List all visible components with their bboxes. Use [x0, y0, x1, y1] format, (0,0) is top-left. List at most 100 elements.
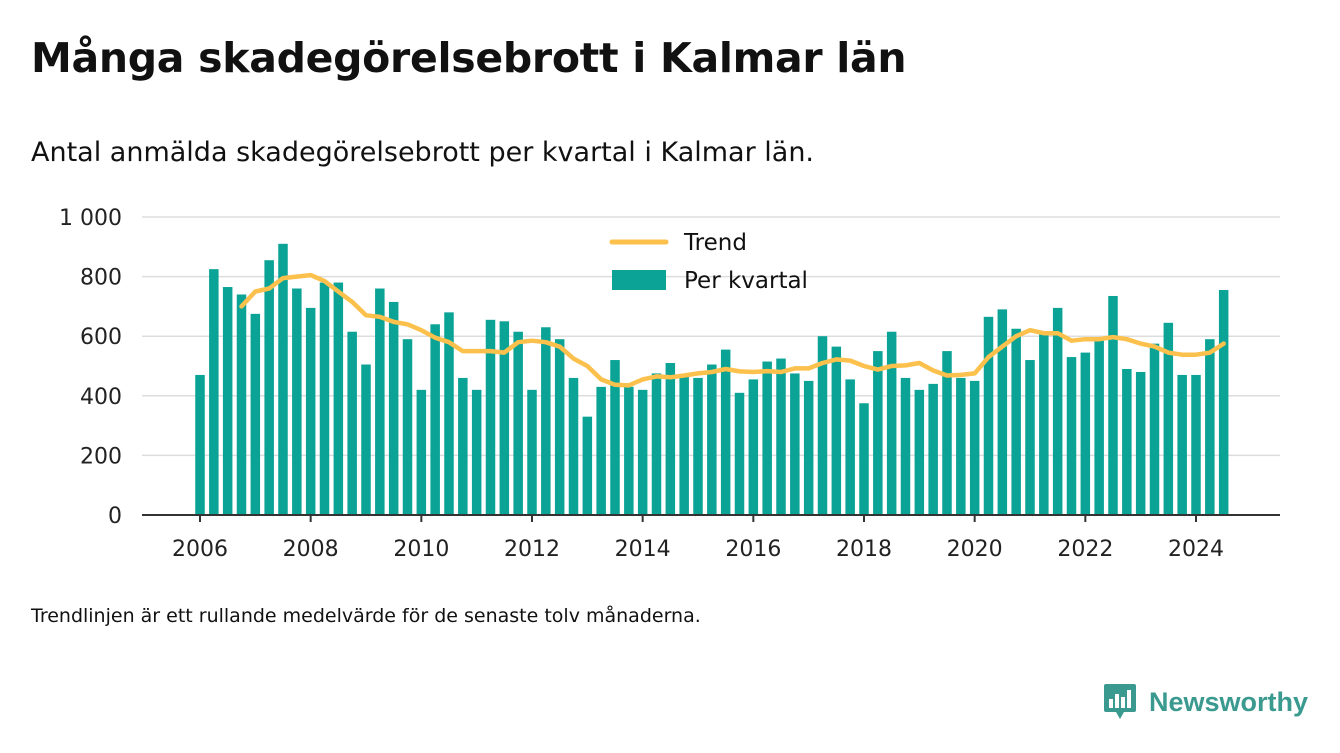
bar — [762, 361, 772, 515]
bar — [679, 374, 689, 515]
y-tick-label: 0 — [108, 504, 122, 529]
x-tick-label: 2016 — [725, 537, 781, 562]
bar — [596, 386, 606, 515]
y-tick-label: 800 — [80, 266, 122, 291]
bar — [1025, 360, 1035, 515]
bar — [707, 364, 717, 515]
x-axis: 2006 2008 2010 2012 2014 2016 2018 2020 2022 2024 — [142, 514, 1280, 562]
bar — [928, 383, 938, 515]
x-tick-label: 2010 — [393, 537, 449, 562]
bar — [665, 363, 676, 515]
bar — [1066, 357, 1077, 515]
bar — [430, 324, 440, 515]
legend-bar-label: Per kvartal — [684, 268, 808, 294]
y-axis-tick-labels: 1 000 800 600 400 200 0 — [59, 206, 122, 529]
y-tick-label: 600 — [80, 325, 122, 350]
x-tick-label: 2022 — [1057, 537, 1113, 562]
x-tick-label: 2018 — [836, 537, 892, 562]
bar-series-per-kvartal — [195, 243, 1229, 515]
bar — [1108, 295, 1118, 515]
bar — [582, 416, 593, 515]
bar — [637, 389, 648, 515]
legend: Trend Per kvartal — [609, 230, 808, 294]
bar — [1039, 333, 1049, 515]
y-tick-label: 200 — [80, 444, 122, 469]
bar — [1163, 322, 1174, 515]
bar — [527, 389, 537, 515]
bar — [1011, 328, 1021, 515]
y-tick-label: 1 000 — [59, 206, 122, 231]
bar — [1052, 307, 1063, 515]
bar — [651, 373, 662, 515]
bar — [292, 288, 302, 515]
bar — [347, 331, 357, 515]
legend-trend-label: Trend — [683, 230, 747, 256]
bar — [499, 321, 510, 515]
x-tick-label: 2024 — [1168, 537, 1224, 562]
bar — [541, 327, 551, 515]
x-tick-label: 2020 — [947, 537, 1003, 562]
chart-title: Många skadegörelsebrott i Kalmar län — [31, 34, 907, 82]
bar — [375, 288, 385, 515]
bar — [831, 346, 842, 515]
bar — [1080, 352, 1091, 515]
footnote: Trendlinjen är ett rullande medelvärde f… — [31, 605, 701, 627]
bar — [969, 380, 980, 515]
bar — [278, 243, 288, 515]
bar — [1218, 290, 1229, 515]
bar — [402, 339, 413, 515]
bar — [554, 339, 565, 515]
bar — [693, 377, 703, 515]
bar — [790, 373, 800, 515]
bar — [983, 316, 994, 515]
brand-name: Newsworthy — [1149, 686, 1309, 717]
x-tick-label: 2008 — [283, 537, 339, 562]
bar — [776, 358, 786, 515]
bar — [444, 312, 454, 515]
bar — [859, 403, 869, 515]
bar — [250, 313, 261, 515]
chart-subtitle: Antal anmälda skadegörelsebrott per kvar… — [31, 137, 815, 168]
y-tick-label: 400 — [80, 385, 122, 410]
x-tick-label: 2012 — [504, 537, 560, 562]
bar — [734, 392, 745, 515]
legend-bar-swatch — [612, 270, 666, 290]
bar — [1205, 339, 1215, 515]
bar — [568, 377, 579, 515]
gridlines — [142, 216, 1280, 457]
bar — [333, 282, 344, 515]
bar — [900, 377, 911, 515]
bar — [610, 360, 620, 515]
bar — [997, 309, 1008, 515]
bar — [513, 331, 523, 515]
bar — [209, 269, 219, 515]
trend-line — [239, 272, 1226, 388]
bar — [914, 389, 925, 515]
bar — [195, 374, 205, 515]
bar — [720, 349, 731, 515]
newsworthy-logo-icon — [1104, 684, 1136, 719]
bar — [236, 294, 247, 515]
bar — [817, 336, 828, 515]
bar — [1191, 374, 1201, 515]
bar — [1149, 343, 1160, 515]
bar — [319, 282, 330, 515]
bar — [416, 389, 427, 515]
bar — [458, 377, 468, 515]
bar — [264, 260, 274, 515]
bar — [942, 351, 952, 515]
bar — [361, 364, 371, 515]
bar — [485, 319, 496, 515]
bar — [1122, 368, 1132, 515]
bar — [388, 301, 399, 515]
bar — [305, 307, 316, 515]
bar — [748, 379, 759, 515]
bar — [1094, 337, 1104, 515]
x-tick-label: 2014 — [615, 537, 671, 562]
brand-logo: Newsworthy — [1103, 683, 1308, 721]
x-tick-label: 2006 — [172, 537, 228, 562]
bar — [222, 287, 233, 515]
bar — [886, 331, 897, 515]
bar — [873, 351, 883, 515]
